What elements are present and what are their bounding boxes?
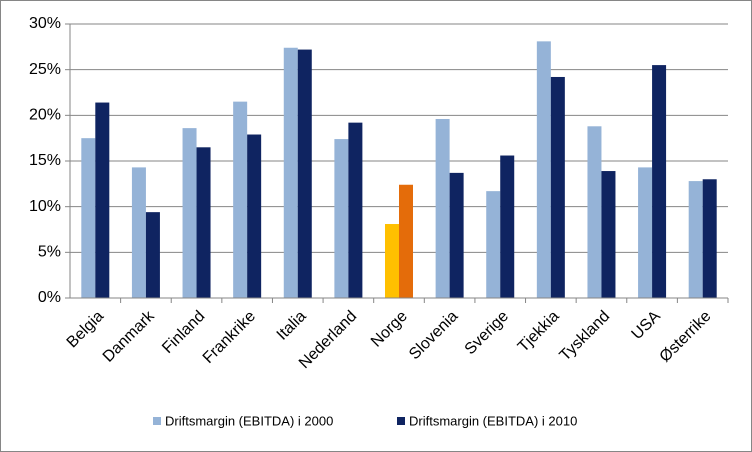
bar bbox=[247, 134, 262, 298]
bar bbox=[233, 101, 248, 298]
legend-swatch bbox=[397, 417, 405, 425]
y-tick-label: 20% bbox=[29, 107, 61, 124]
bar bbox=[81, 138, 96, 298]
y-tick-label: 30% bbox=[29, 15, 61, 32]
bar bbox=[601, 171, 616, 298]
bar bbox=[587, 126, 602, 298]
y-tick-label: 5% bbox=[38, 244, 61, 261]
bar bbox=[550, 76, 565, 299]
bar bbox=[638, 167, 653, 298]
bar bbox=[435, 118, 450, 298]
bar bbox=[536, 41, 551, 298]
y-tick-label: 10% bbox=[29, 198, 61, 215]
bar bbox=[95, 102, 110, 299]
bar bbox=[399, 184, 413, 298]
bar bbox=[182, 128, 197, 298]
legend-label: Driftsmargin (EBITDA) i 2000 bbox=[165, 413, 333, 428]
bar bbox=[145, 212, 160, 298]
bar bbox=[688, 181, 703, 298]
y-tick-label: 25% bbox=[29, 61, 61, 78]
bar bbox=[348, 122, 363, 298]
bar bbox=[486, 191, 501, 298]
bar bbox=[702, 179, 717, 298]
bar bbox=[297, 49, 312, 298]
bar bbox=[334, 139, 349, 298]
legend-swatch bbox=[153, 417, 161, 425]
y-tick-label: 15% bbox=[29, 152, 61, 169]
bar bbox=[652, 65, 667, 298]
bar bbox=[131, 167, 146, 298]
bar bbox=[283, 47, 298, 298]
bar bbox=[385, 224, 399, 298]
y-tick-label: 0% bbox=[38, 289, 61, 306]
bar bbox=[449, 172, 464, 298]
bar bbox=[500, 155, 515, 298]
legend-label: Driftsmargin (EBITDA) i 2010 bbox=[409, 413, 577, 428]
bar bbox=[196, 147, 211, 298]
